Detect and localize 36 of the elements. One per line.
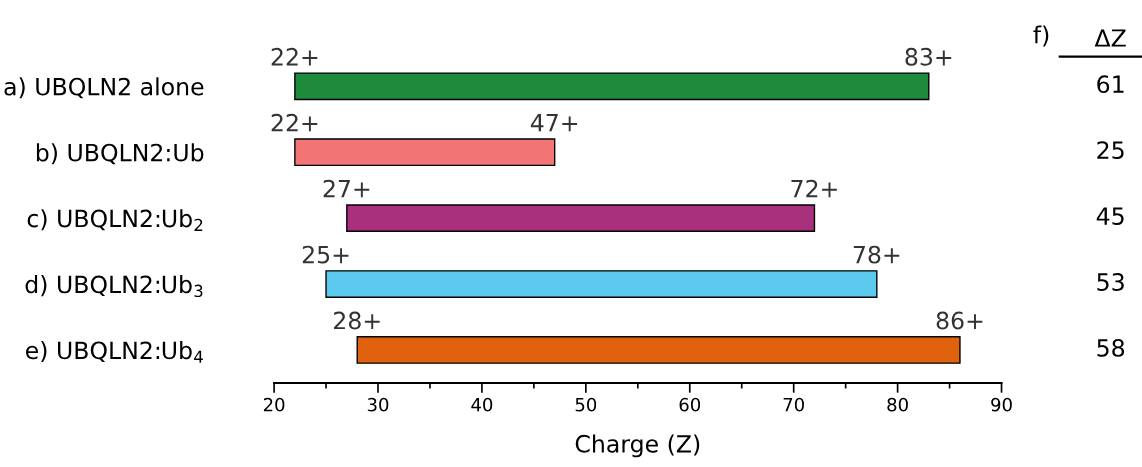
y-tick-label: d) UBQLN2:Ub$_{3}$: [25, 275, 203, 298]
data-label: 58: [1097, 338, 1125, 357]
annotation: 27+: [323, 179, 370, 198]
x-tick-label: 70: [783, 397, 804, 412]
bar: [325, 270, 878, 298]
bar: [294, 138, 556, 167]
bar: [346, 204, 816, 232]
annotation: 22+: [271, 47, 318, 66]
y-tick-label: a) UBQLN2 alone: [4, 77, 204, 99]
y-tick-label: c) UBQLN2:Ub$_{2}$: [27, 209, 203, 231]
annotation: 47+: [530, 114, 578, 132]
data-label: 61: [1097, 75, 1124, 94]
annotation: 83+: [905, 47, 952, 66]
x-tick-label: 90: [991, 397, 1012, 412]
annotation: 25+: [302, 245, 349, 264]
bar: [356, 336, 961, 364]
x-tick-label: 40: [471, 397, 493, 412]
text: ΔZ: [1094, 29, 1126, 47]
data-label: 25: [1097, 141, 1124, 160]
y-tick-label: b) UBQLN2:Ub: [36, 143, 204, 165]
annotation: 22+: [271, 113, 318, 132]
x-tick-label: 20: [263, 397, 285, 412]
data-label: 45: [1096, 207, 1124, 225]
x-tick-label: 30: [367, 397, 389, 412]
y-tick-label: e) UBQLN2:Ub$_{4}$: [26, 341, 203, 363]
bar: [294, 72, 930, 101]
text: f): [1033, 25, 1049, 47]
annotation: 78+: [853, 245, 900, 264]
x-axis-title: Charge (Z): [575, 434, 700, 458]
annotation: 72+: [791, 179, 837, 198]
annotation: 28+: [334, 311, 380, 330]
annotation: 86+: [936, 311, 983, 330]
x-tick-label: 60: [679, 397, 701, 412]
x-tick-label: 50: [575, 397, 597, 412]
x-tick-label: 80: [887, 397, 908, 412]
data-label: 53: [1097, 273, 1124, 291]
